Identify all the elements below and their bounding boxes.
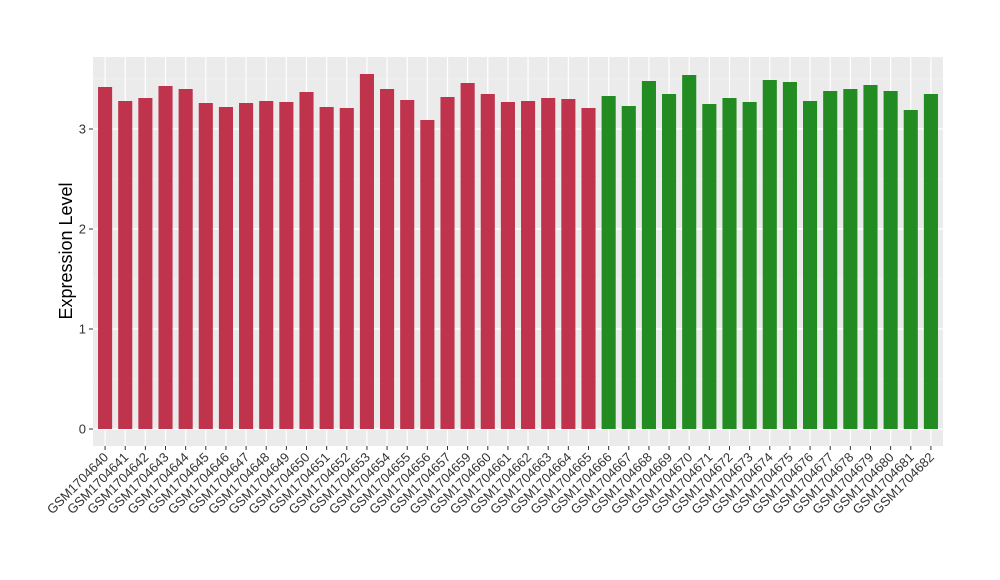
bar [561,99,576,429]
bar [541,98,556,429]
bar [440,97,455,429]
bar [400,100,415,429]
bar [762,80,777,429]
bar [138,98,153,429]
y-tick-label: 1 [79,322,86,337]
y-tick-label: 2 [79,222,86,237]
bar [380,89,395,429]
bar [742,102,757,429]
bar [662,94,677,429]
bar [621,106,636,429]
bar [903,110,918,429]
bar [198,103,213,429]
bar [641,81,656,429]
bar [500,102,515,429]
bar [863,85,878,429]
bar [782,82,797,429]
bar [923,94,938,429]
bar [420,120,435,429]
y-axis-label: Expression Level [56,182,76,319]
bar [259,101,274,429]
y-tick-label: 3 [79,122,86,137]
bar [279,102,294,429]
bar [339,108,354,429]
bar [460,83,475,429]
bar [239,103,254,429]
bar [158,86,173,429]
bar [178,89,193,429]
bar [803,101,818,429]
bar [98,87,113,429]
bar [218,107,233,429]
bar [581,108,596,429]
bar [682,75,697,429]
bar [480,94,495,429]
bar [521,101,536,429]
bar [118,101,133,429]
bar [299,92,314,429]
bar [319,107,334,429]
y-tick-label: 0 [79,422,86,437]
bar [702,104,717,429]
bar [359,74,374,429]
bar [722,98,737,429]
bar [843,89,858,429]
bar [601,96,616,429]
bar [823,91,838,429]
panel [93,57,943,446]
bar [883,91,898,429]
